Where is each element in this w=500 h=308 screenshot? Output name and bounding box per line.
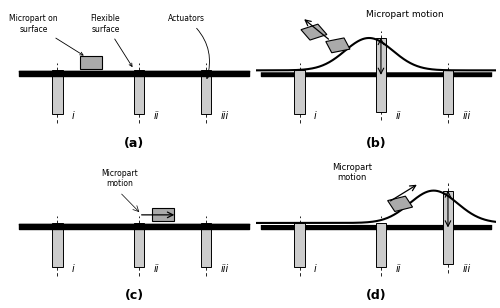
Text: i: i	[72, 111, 74, 121]
Text: (b): (b)	[366, 137, 386, 150]
Text: i: i	[314, 264, 316, 274]
Bar	[326, 38, 350, 53]
Bar	[301, 24, 327, 40]
Bar	[80, 56, 102, 69]
Text: Micropart
motion: Micropart motion	[332, 163, 372, 182]
Text: Micropart motion: Micropart motion	[366, 10, 444, 19]
Bar	[442, 191, 453, 264]
Text: ii: ii	[153, 264, 158, 274]
Text: iii: iii	[220, 264, 228, 274]
Bar	[294, 223, 305, 267]
Text: Micropart
motion: Micropart motion	[102, 168, 138, 188]
Text: i: i	[72, 264, 74, 274]
Bar	[52, 70, 62, 115]
Bar	[376, 223, 386, 267]
Text: i: i	[314, 111, 316, 121]
Bar	[200, 223, 211, 267]
Text: iii: iii	[462, 111, 470, 121]
Text: ii: ii	[153, 111, 158, 121]
Bar	[200, 70, 211, 115]
Bar	[376, 38, 386, 111]
Bar	[442, 70, 453, 115]
Bar	[152, 208, 174, 221]
Text: Flexible
surface: Flexible surface	[90, 14, 132, 67]
Text: iii: iii	[220, 111, 228, 121]
Text: (d): (d)	[366, 289, 386, 302]
Text: Micropart on
surface: Micropart on surface	[9, 14, 83, 55]
Bar	[388, 196, 412, 212]
Text: Actuators: Actuators	[168, 14, 209, 79]
Bar	[134, 70, 144, 115]
Text: (a): (a)	[124, 137, 144, 150]
Bar	[294, 70, 305, 115]
Text: iii: iii	[462, 264, 470, 274]
Bar	[134, 223, 144, 267]
Bar	[52, 223, 62, 267]
Text: ii: ii	[396, 111, 401, 121]
Text: (c): (c)	[124, 289, 144, 302]
Text: ii: ii	[396, 264, 401, 274]
